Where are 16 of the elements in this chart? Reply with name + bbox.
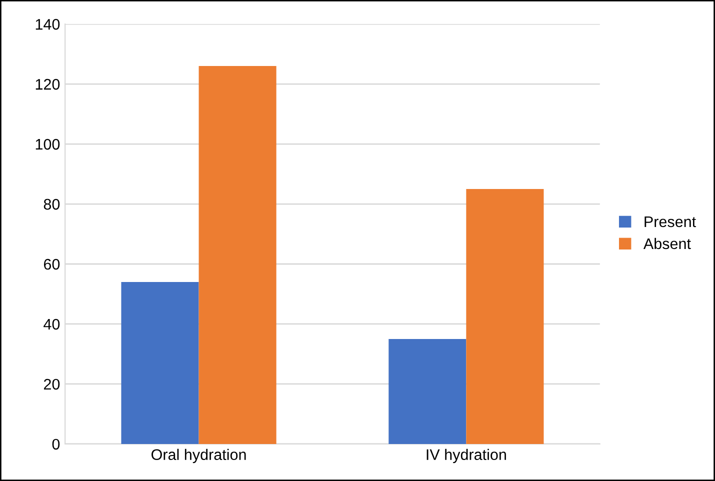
legend-label: Absent: [643, 238, 691, 250]
y-tick-label: 80: [44, 198, 60, 210]
y-tick-label: 20: [44, 378, 60, 390]
y-tick-label: 0: [52, 438, 60, 450]
bar: [388, 338, 466, 444]
bar: [466, 189, 544, 444]
y-tick-label: 140: [36, 18, 60, 30]
y-tick-label: 60: [44, 258, 60, 270]
y-tick-label: 100: [36, 138, 60, 150]
bar: [121, 282, 199, 444]
y-tick-label: 40: [44, 318, 60, 330]
x-tick-label: Oral hydration: [152, 448, 246, 464]
legend-label: Present: [644, 216, 696, 228]
bar: [198, 66, 276, 444]
x-tick-label: IV hydration: [426, 448, 506, 464]
y-tick-label: 120: [36, 78, 60, 90]
